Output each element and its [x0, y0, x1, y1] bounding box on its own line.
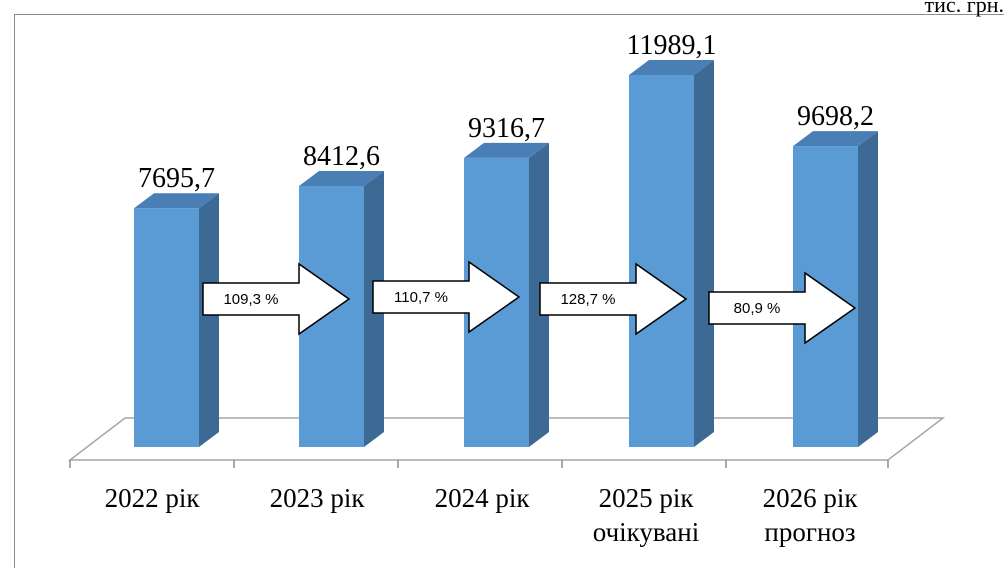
x-axis-ticks	[69, 460, 889, 468]
bar-value-label: 9316,7	[468, 113, 545, 144]
arrow-shape	[372, 260, 521, 334]
bar-top	[299, 170, 384, 186]
category-labels-group: 2022 рік 2023 рік 2024 рік 2025 рік очікуван…	[105, 483, 859, 547]
bar-top	[793, 131, 878, 147]
arrow-shape	[539, 262, 688, 336]
category-label: 2022 рік	[105, 483, 201, 513]
category-label: 2024 рік	[435, 483, 531, 513]
unit-label: тис. грн.	[924, 0, 1004, 17]
arrow-shape	[202, 262, 351, 336]
growth-arrow-2: 110,7 %	[372, 260, 521, 334]
growth-rate-label: 128,7 %	[560, 291, 615, 308]
bar-side	[529, 142, 549, 447]
bars-group: 7695,7 8412,6 9316,7 11989,1 9698,2	[134, 30, 878, 448]
growth-rate-label: 110,7 %	[394, 289, 448, 306]
bar-front	[629, 75, 694, 447]
bar-value-label: 7695,7	[138, 163, 215, 194]
growth-rate-label: 80,9 %	[734, 300, 781, 317]
bar-4: 11989,1	[627, 30, 717, 447]
bar-value-label: 9698,2	[797, 101, 874, 132]
bar-side	[858, 131, 878, 448]
bar-top	[629, 60, 714, 75]
category-label: 2025 рік очікувані	[593, 483, 699, 547]
bar-top	[464, 142, 549, 158]
bar-side	[694, 60, 714, 447]
chart-frame	[14, 14, 1004, 568]
category-label: 2023 рік	[270, 483, 366, 513]
growth-arrow-1: 109,3 %	[202, 262, 351, 336]
growth-rate-label: 109,3 %	[223, 291, 278, 308]
growth-arrow-3: 128,7 %	[539, 262, 688, 336]
category-label: 2026 рік прогноз	[763, 483, 859, 547]
arrow-shape	[708, 271, 857, 345]
bar-value-label: 11989,1	[627, 30, 717, 61]
bar-side	[199, 193, 219, 447]
bar-top	[134, 193, 219, 209]
bar-front	[134, 208, 199, 447]
bar-1: 7695,7	[134, 163, 219, 447]
growth-arrow-4: 80,9 %	[708, 271, 857, 345]
bar-value-label: 8412,6	[303, 141, 380, 172]
growth-arrows-group: 109,3 % 110,7 % 128,7 % 80,9 %	[202, 260, 857, 345]
